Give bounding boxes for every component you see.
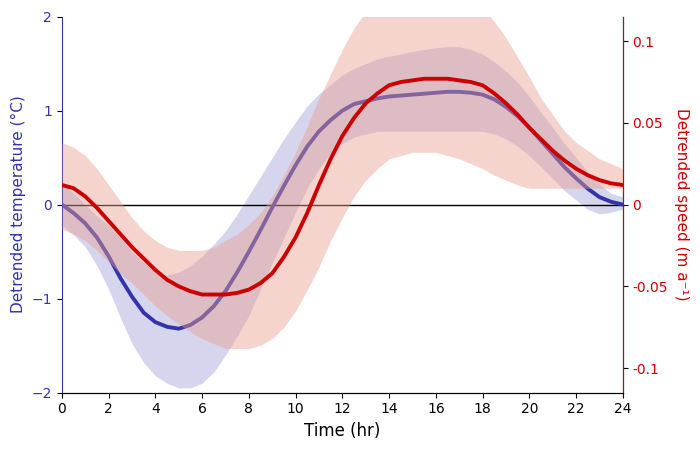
X-axis label: Time (hr): Time (hr) xyxy=(304,422,381,440)
Y-axis label: Detrended temperature (°C): Detrended temperature (°C) xyxy=(11,96,26,313)
Y-axis label: Detrended speed (m a⁻¹): Detrended speed (m a⁻¹) xyxy=(674,108,689,301)
